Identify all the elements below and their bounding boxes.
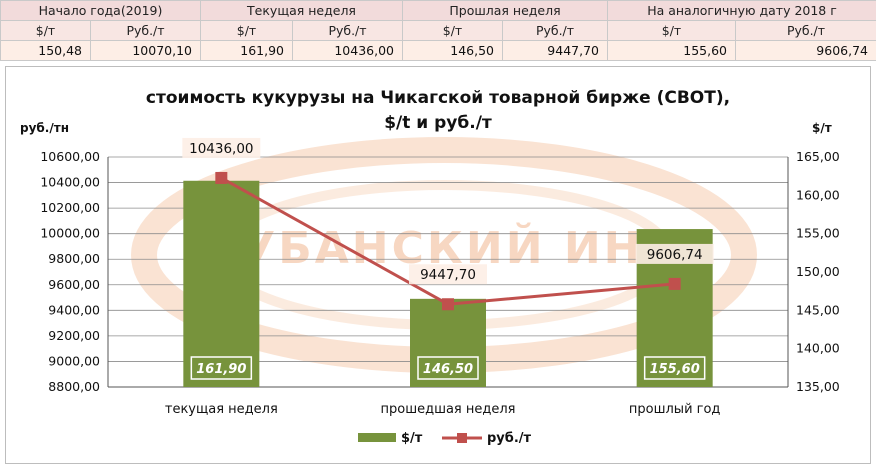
unit-cell: Руб./т	[293, 21, 403, 41]
line-value-label: 9447,70	[420, 267, 476, 283]
right-axis-ticks: 135,00 140,00 145,00 150,00 155,00 160,00 165,…	[796, 149, 840, 394]
legend-swatch-marker	[457, 433, 467, 443]
bar	[183, 181, 259, 387]
header-same-date-2018: На аналогичную дату 2018 г	[608, 1, 876, 21]
line-value-label: 9606,74	[647, 247, 703, 263]
value-cell: 150,48	[1, 41, 91, 61]
line-value-label: 10436,00	[189, 141, 253, 157]
left-tick-label: 9800,00	[48, 251, 100, 266]
left-axis-ticks: 8800,00 9000,00 9200,00 9400,00 9600,00 9800,…	[40, 149, 100, 394]
left-tick-label: 9200,00	[48, 328, 100, 343]
category-label: прошедшая неделя	[380, 402, 515, 417]
left-tick-label: 9000,00	[48, 353, 100, 368]
summary-units-row: $/т Руб./т $/т Руб./т $/т Руб./т $/т Руб…	[1, 21, 876, 41]
unit-cell: Руб./т	[91, 21, 201, 41]
right-tick-label: 145,00	[796, 302, 840, 317]
left-tick-label: 10600,00	[40, 149, 100, 164]
value-cell: 155,60	[608, 41, 736, 61]
category-label: прошлый год	[629, 402, 721, 417]
unit-cell: Руб./т	[736, 21, 876, 41]
summary-header-row: Начало года(2019) Текущая неделя Прошлая…	[1, 1, 876, 21]
line-marker	[215, 172, 227, 184]
left-tick-label: 10200,00	[40, 200, 100, 215]
summary-values-row: 150,48 10070,10 161,90 10436,00 146,50 9…	[1, 41, 876, 61]
category-labels: текущая неделя прошедшая неделя прошлый го…	[165, 402, 721, 417]
right-tick-label: 160,00	[796, 187, 840, 202]
right-tick-label: 165,00	[796, 149, 840, 164]
summary-table: Начало года(2019) Текущая неделя Прошлая…	[0, 0, 876, 61]
unit-cell: $/т	[1, 21, 91, 41]
line-marker	[669, 278, 681, 290]
left-tick-label: 9600,00	[48, 277, 100, 292]
chart-title-line1: стоимость кукурузы на Чикагской товарной…	[146, 88, 730, 108]
right-tick-label: 155,00	[796, 226, 840, 241]
unit-cell: $/т	[403, 21, 503, 41]
value-cell: 10436,00	[293, 41, 403, 61]
unit-cell: $/т	[201, 21, 293, 41]
unit-cell: $/т	[608, 21, 736, 41]
left-axis-title: руб./тн	[20, 121, 69, 135]
right-tick-label: 140,00	[796, 341, 840, 356]
category-label: текущая неделя	[165, 402, 278, 417]
right-axis-title: $/т	[812, 121, 832, 135]
header-previous-week: Прошлая неделя	[403, 1, 608, 21]
legend: $/т руб./т	[358, 431, 532, 446]
legend-label-bar: $/т	[401, 431, 423, 446]
line-marker	[442, 298, 454, 310]
bar-value-label: 161,90	[196, 362, 246, 377]
value-cell: 161,90	[201, 41, 293, 61]
bar-value-label: 146,50	[423, 362, 473, 377]
value-cell: 146,50	[403, 41, 503, 61]
value-cell: 10070,10	[91, 41, 201, 61]
right-tick-label: 150,00	[796, 264, 840, 279]
chart-title-line2: $/t и руб./т	[384, 113, 492, 133]
left-tick-label: 10000,00	[40, 226, 100, 241]
legend-label-line: руб./т	[487, 431, 532, 446]
header-current-week: Текущая неделя	[201, 1, 403, 21]
left-tick-label: 10400,00	[40, 175, 100, 190]
corn-price-chart: КУБАНСКИЙ ИНД стоимость кукурузы на Чика…	[6, 67, 870, 463]
chart-frame: КУБАНСКИЙ ИНД стоимость кукурузы на Чика…	[5, 66, 871, 464]
left-tick-label: 8800,00	[48, 379, 100, 394]
legend-swatch-bar	[358, 433, 396, 442]
bar-value-label: 155,60	[650, 362, 700, 377]
left-tick-label: 9400,00	[48, 302, 100, 317]
value-cell: 9606,74	[736, 41, 876, 61]
unit-cell: Руб./т	[503, 21, 608, 41]
value-cell: 9447,70	[503, 41, 608, 61]
right-tick-label: 135,00	[796, 379, 840, 394]
header-year-start: Начало года(2019)	[1, 1, 201, 21]
